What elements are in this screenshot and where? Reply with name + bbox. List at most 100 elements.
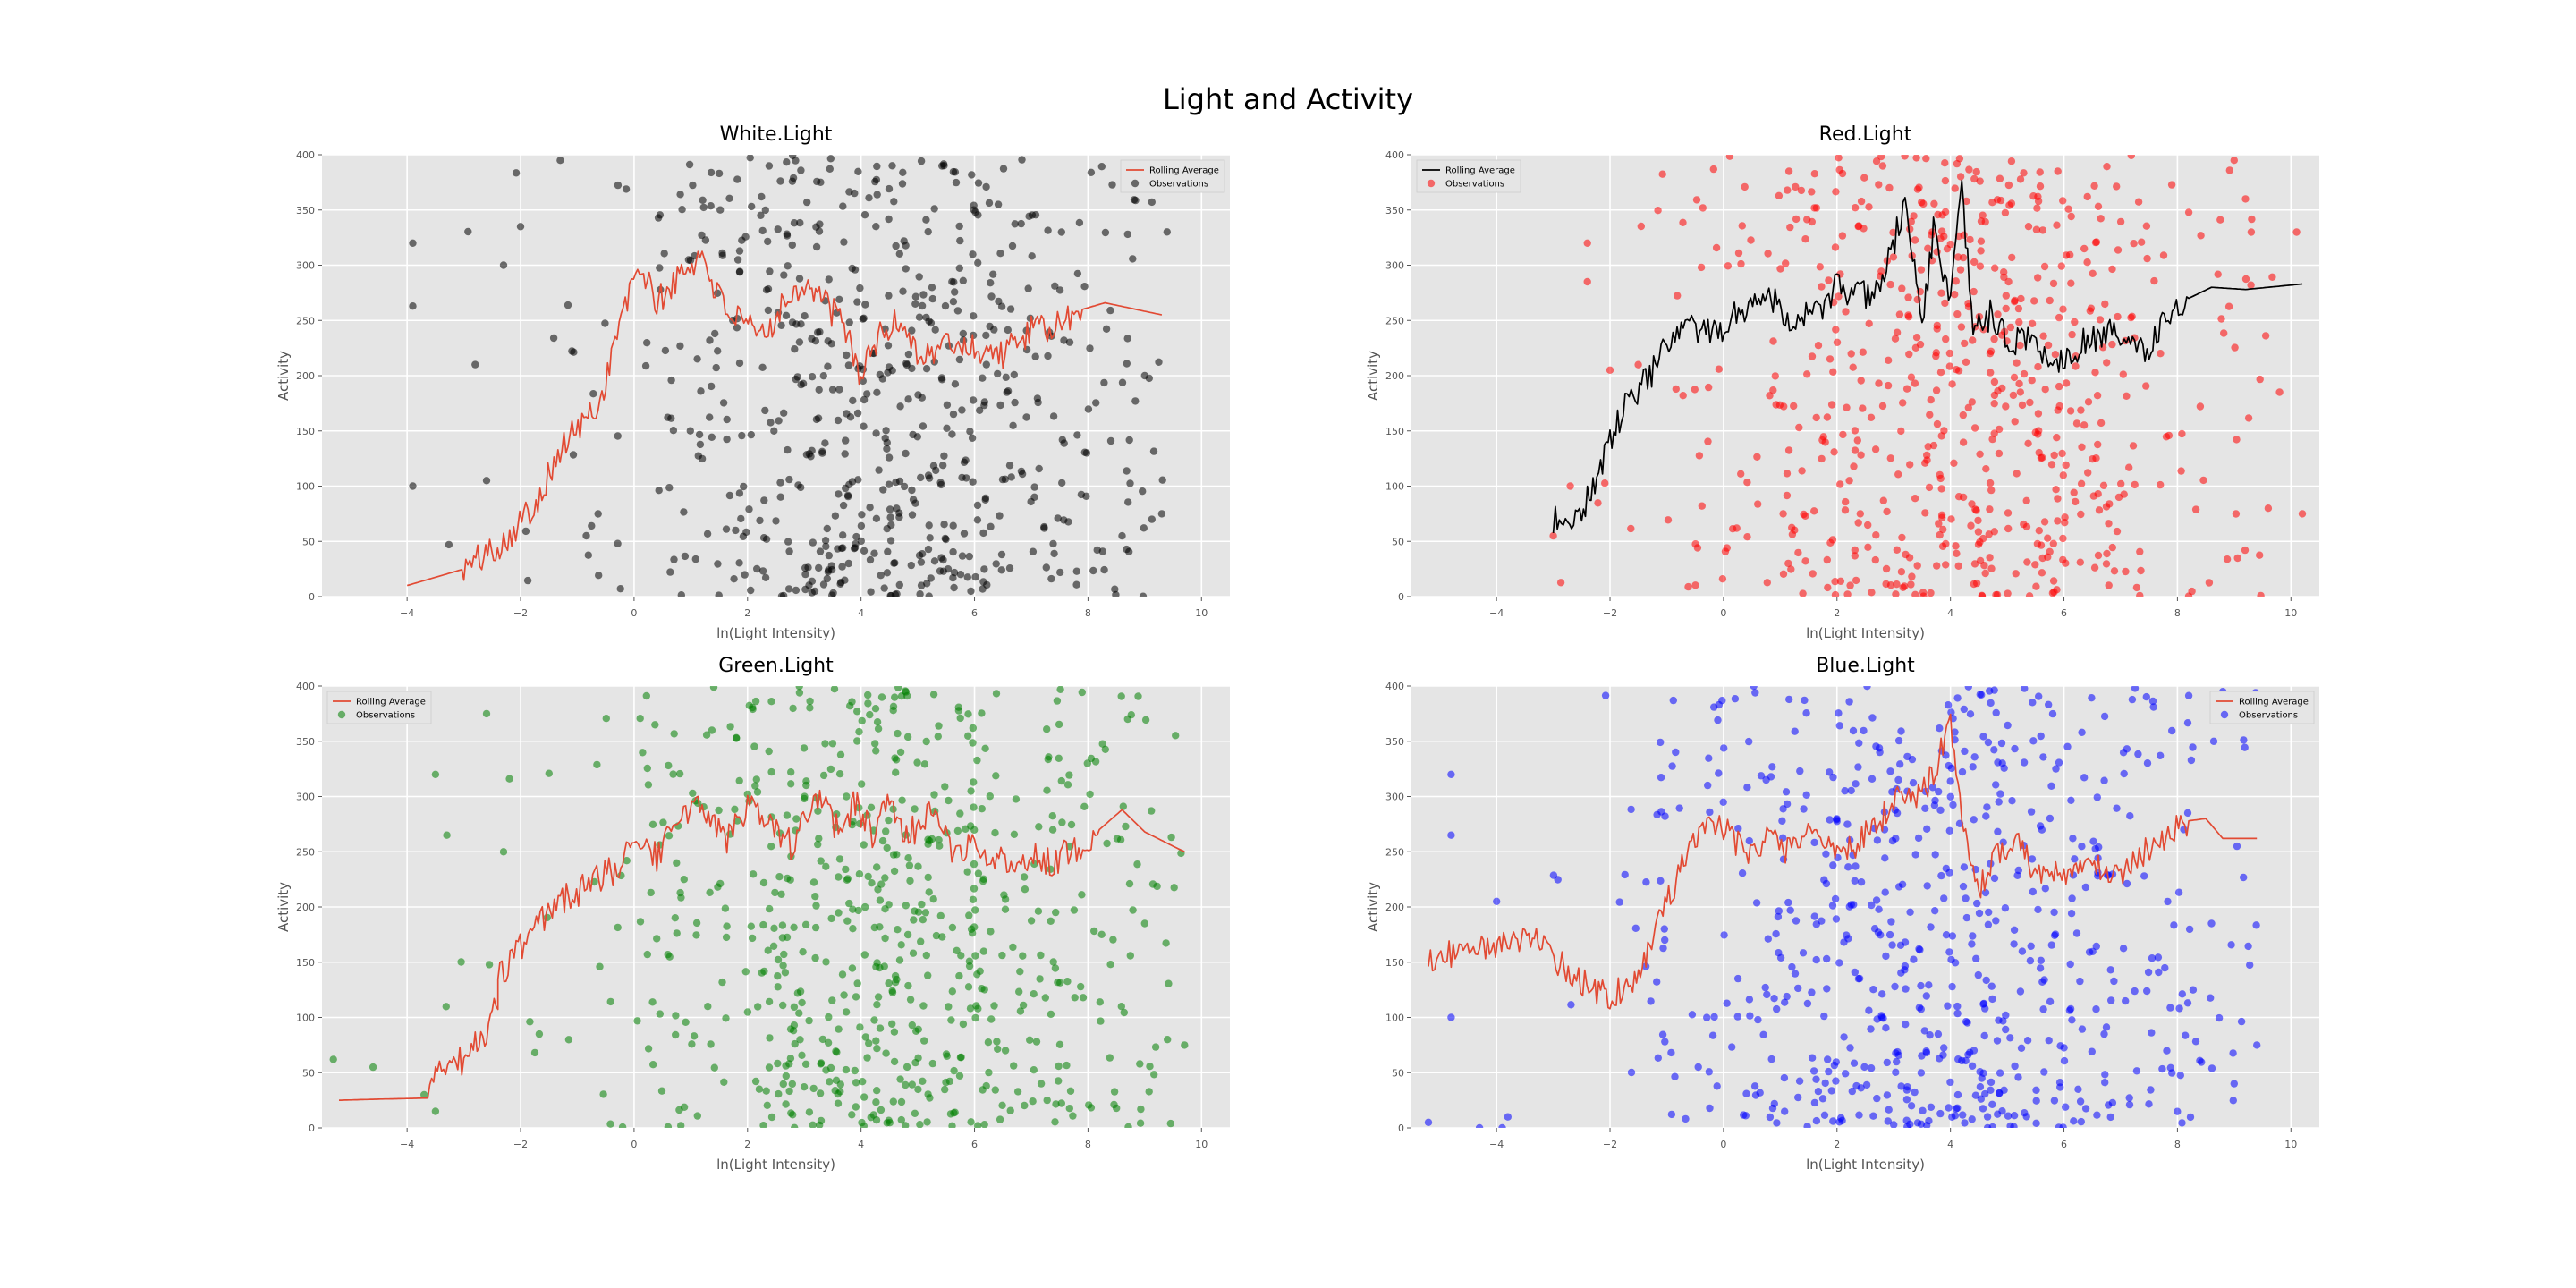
observation-point bbox=[971, 906, 979, 914]
observation-point bbox=[2110, 567, 2119, 575]
observation-point bbox=[806, 697, 814, 706]
observation-point bbox=[985, 1068, 993, 1077]
observation-point bbox=[1658, 1030, 1667, 1038]
observation-point bbox=[745, 505, 753, 513]
observation-point bbox=[1962, 197, 1970, 206]
observation-point bbox=[1970, 753, 1979, 761]
observation-point bbox=[2078, 1025, 2087, 1033]
observation-point bbox=[994, 1045, 1002, 1054]
observation-point bbox=[1939, 525, 1947, 534]
observation-point bbox=[991, 1086, 1000, 1094]
observation-point bbox=[1949, 801, 1957, 809]
observation-point bbox=[914, 1085, 922, 1094]
observation-point bbox=[876, 896, 885, 904]
observation-point bbox=[1034, 398, 1042, 407]
observation-point bbox=[2017, 1044, 2026, 1053]
observation-point bbox=[1055, 1040, 1064, 1049]
observation-point bbox=[2035, 527, 2043, 535]
observation-point bbox=[1030, 990, 1038, 998]
observation-point bbox=[665, 484, 674, 492]
observation-point bbox=[660, 250, 668, 258]
observation-point bbox=[1932, 352, 1940, 360]
observation-point bbox=[1037, 1080, 1046, 1088]
observation-point bbox=[409, 482, 417, 490]
observation-point bbox=[974, 869, 983, 877]
observation-point bbox=[2022, 1113, 2030, 1121]
observation-point bbox=[1959, 253, 1968, 262]
observation-point bbox=[927, 574, 935, 582]
observation-point bbox=[651, 721, 659, 729]
observation-point bbox=[1941, 176, 1950, 185]
observation-point bbox=[1832, 1058, 1840, 1066]
observation-point bbox=[1102, 325, 1111, 333]
observation-point bbox=[1103, 839, 1111, 848]
observation-point bbox=[758, 192, 766, 201]
observation-point bbox=[2046, 997, 2055, 1006]
observation-point bbox=[2032, 1119, 2040, 1128]
observation-point bbox=[1823, 413, 1832, 421]
observation-point bbox=[2039, 753, 2047, 761]
observation-point bbox=[1759, 1030, 1767, 1039]
observation-point bbox=[788, 1080, 796, 1089]
observation-point bbox=[858, 511, 866, 519]
observation-point bbox=[2207, 1064, 2216, 1072]
observation-point bbox=[1086, 790, 1094, 799]
observation-point bbox=[835, 770, 844, 778]
observation-point bbox=[1979, 534, 1987, 543]
observation-point bbox=[924, 471, 933, 479]
observation-point bbox=[1667, 1110, 1676, 1119]
observation-point bbox=[2122, 996, 2130, 1005]
observation-point bbox=[1906, 225, 1914, 233]
observation-point bbox=[1032, 1038, 1041, 1046]
observation-point bbox=[2040, 518, 2049, 526]
x-tick-label: 6 bbox=[2061, 607, 2067, 619]
observation-point bbox=[1854, 222, 1863, 230]
observation-point bbox=[1915, 945, 1923, 953]
observation-point bbox=[801, 920, 810, 929]
observation-point bbox=[1853, 436, 1861, 445]
observation-point bbox=[409, 239, 417, 247]
observation-point bbox=[819, 580, 828, 589]
observation-point bbox=[2187, 756, 2196, 765]
observation-point bbox=[1835, 165, 1843, 174]
observation-point bbox=[994, 200, 1003, 208]
observation-point bbox=[582, 531, 590, 540]
observation-point bbox=[733, 256, 742, 264]
observation-point bbox=[1826, 816, 1834, 824]
observation-point bbox=[932, 931, 941, 940]
observation-point bbox=[969, 724, 978, 733]
observation-point bbox=[2103, 163, 2111, 171]
observation-point bbox=[445, 540, 453, 549]
y-tick-label: 0 bbox=[309, 591, 315, 603]
observation-point bbox=[664, 1123, 673, 1128]
observation-point bbox=[1976, 556, 1985, 565]
observation-point bbox=[979, 585, 987, 593]
observation-point bbox=[1901, 962, 1910, 970]
observation-point bbox=[2098, 343, 2107, 352]
observation-point bbox=[1948, 982, 1956, 991]
observation-point bbox=[948, 923, 957, 932]
observation-point bbox=[923, 580, 931, 588]
observation-point bbox=[1821, 1079, 1829, 1088]
y-tick-label: 350 bbox=[296, 205, 315, 216]
observation-point bbox=[1996, 1069, 2004, 1077]
observation-point bbox=[945, 796, 953, 805]
observation-point bbox=[499, 261, 508, 269]
observation-point bbox=[2229, 1097, 2237, 1105]
observation-point bbox=[761, 206, 769, 215]
observation-point bbox=[1851, 446, 1860, 454]
observation-point bbox=[860, 841, 868, 849]
observation-point bbox=[716, 206, 724, 214]
observation-point bbox=[878, 836, 887, 845]
observation-point bbox=[1803, 1123, 1811, 1128]
observation-point bbox=[1770, 1099, 1779, 1108]
observation-point bbox=[928, 284, 936, 292]
observation-point bbox=[1956, 266, 1965, 274]
observation-point bbox=[1823, 985, 1831, 993]
observation-point bbox=[864, 699, 872, 708]
observation-point bbox=[1851, 552, 1859, 560]
observation-point bbox=[1901, 938, 1910, 946]
observation-point bbox=[764, 237, 772, 246]
observation-point bbox=[993, 1038, 1001, 1046]
observation-point bbox=[2067, 212, 2075, 221]
